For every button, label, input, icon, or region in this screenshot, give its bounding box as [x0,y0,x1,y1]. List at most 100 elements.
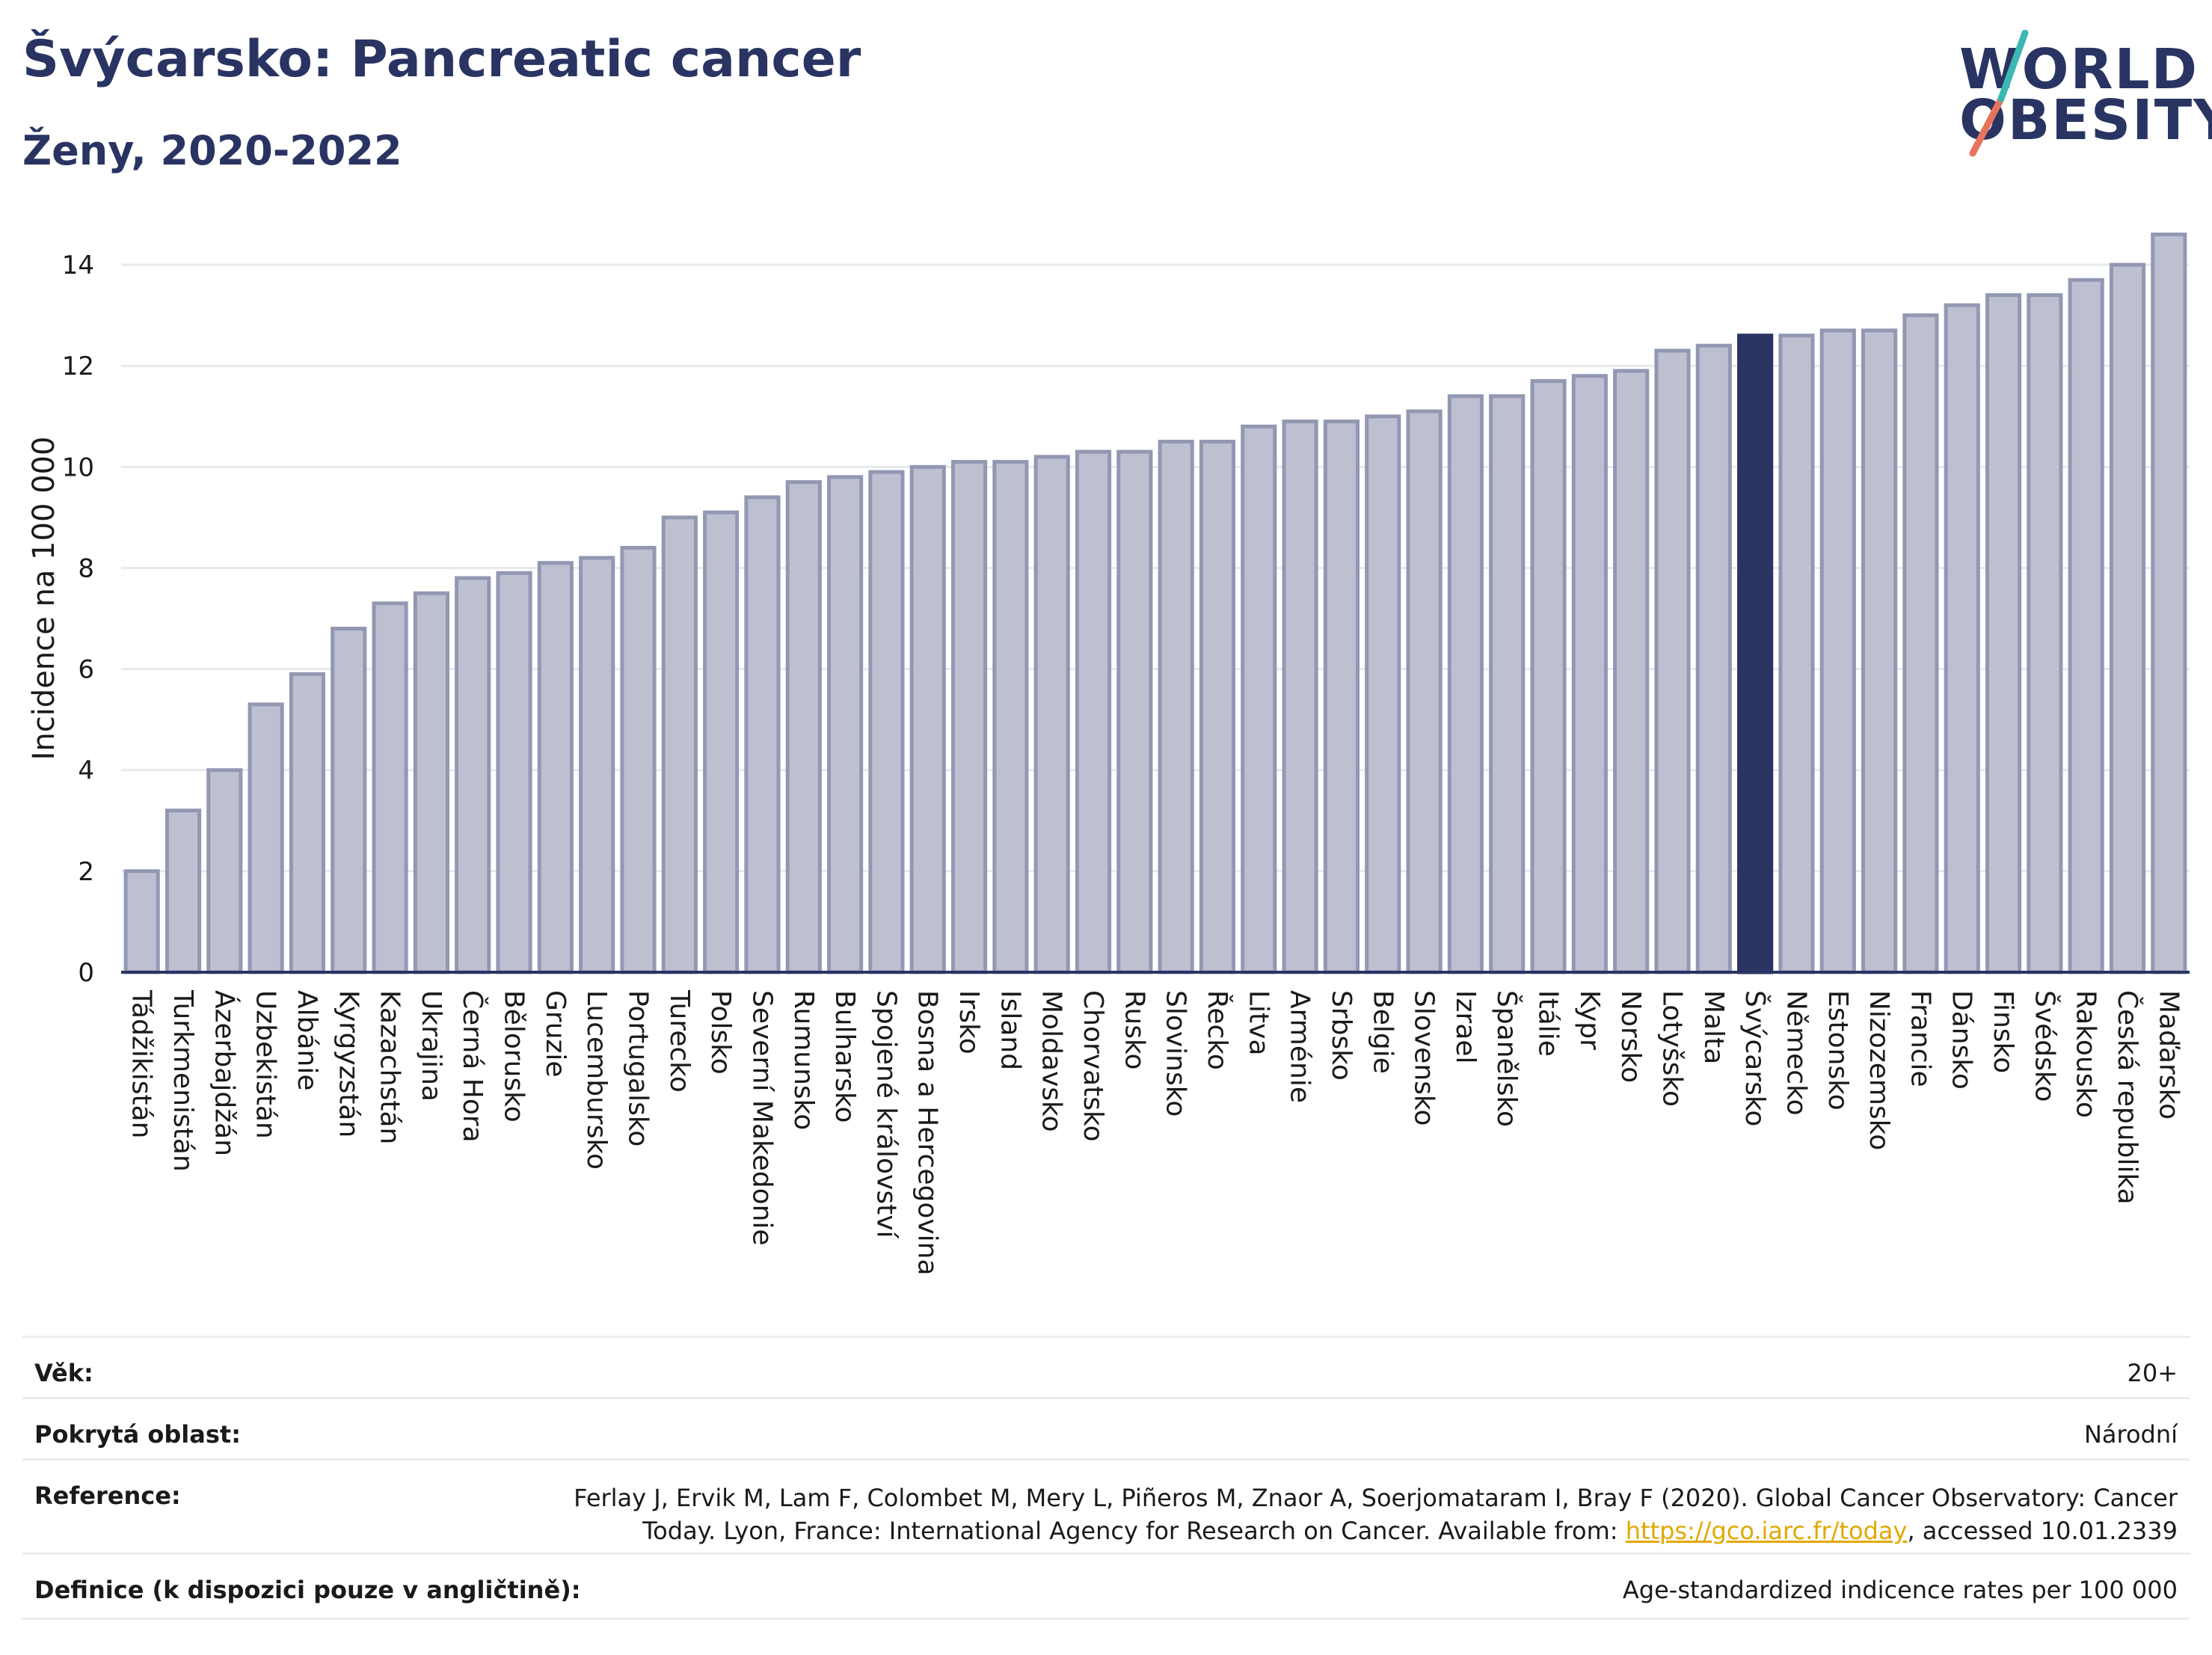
bar [1571,374,1608,974]
bar [1695,343,1732,974]
reference-line-2-accessed: , accessed 10.01.2339 [1907,1517,2178,1545]
x-tick-label: Belgie [1367,990,1398,1074]
bar [744,495,781,974]
bar [123,869,160,974]
bar [1199,440,1236,974]
x-tick-label: Nizozemsko [1864,990,1894,1150]
bar [1033,455,1070,974]
x-tick-label: Dánsko [1947,990,1977,1090]
x-tick-label: Litva [1243,990,1274,1056]
x-tick-label: Turkmenistán [168,989,198,1172]
meta-row-age: Věk: 20+ [22,1336,2190,1399]
bar [1323,420,1360,974]
x-tick-label: Ukrajina [416,990,446,1102]
x-tick-label: Kypr [1574,990,1605,1050]
definition-label: Definice (k dispozici pouze v angličtině… [34,1576,581,1604]
x-tick-label: Uzbekistán [251,990,281,1139]
reference-line-2-text: Today. Lyon, France: International Agenc… [642,1517,1626,1545]
x-tick-label: Slovensko [1409,990,1440,1126]
bar [165,808,202,974]
bar [1613,369,1650,974]
definition-value: Age-standardized indicence rates per 100… [1622,1576,2178,1604]
bar [1489,394,1526,974]
x-tick-label: Bělorusko [499,990,529,1123]
bar [455,576,491,974]
area-label: Pokrytá oblast: [34,1420,241,1449]
x-tick-label: Bosna a Hercegovina [912,990,943,1276]
world-obesity-logo: WORLD OBESITY [1952,30,2212,157]
y-tick-label: 2 [78,857,94,887]
x-tick-label: Řecko [1202,990,1233,1070]
x-tick-label: Rumunsko [788,990,819,1130]
bar [1530,378,1567,974]
y-tick-label: 14 [62,251,94,280]
bar [2109,262,2146,974]
x-tick-label: Irsko [953,990,984,1054]
x-tick-label: Izrael [1450,990,1481,1064]
bar [206,768,243,974]
x-tick-label: Černá Hora [457,990,488,1143]
x-tick-label: Maďarsko [2153,990,2184,1120]
y-tick-label: 0 [78,958,94,988]
bar [413,591,449,974]
meta-row-area: Pokrytá oblast: Národní [22,1397,2190,1461]
x-tick-label: Norsko [1615,990,1646,1083]
x-tick-label: Spojené království [870,990,901,1239]
y-axis-label: Incidence na 100 000 [27,437,61,761]
x-tick-label: Finsko [1988,990,2018,1073]
bar [248,702,284,974]
x-tick-label: Itálie [1533,990,1564,1057]
metadata-table: Věk: 20+ Pokrytá oblast: Národní Referen… [22,1336,2190,1620]
bar [1282,420,1318,974]
page-subtitle: Ženy, 2020-2022 [22,127,402,174]
bar [868,470,905,974]
reference-value: Ferlay J, Ervik M, Lam F, Colombet M, Me… [574,1481,2178,1547]
x-tick-label: Island [995,990,1025,1070]
x-tick-label: Moldavsko [1036,990,1067,1132]
x-tick-label: Lucembursko [581,990,612,1170]
x-tick-label: Tádžikistán [126,989,157,1138]
reference-link[interactable]: https://gco.iarc.fr/today [1625,1517,1908,1545]
bar [1241,424,1277,974]
bar [1902,313,1939,974]
x-tick-label: Francie [1905,990,1935,1087]
y-tick-label: 10 [62,452,94,482]
x-tick-label: Srbsko [1326,990,1357,1081]
x-tick-label: Bulharsko [829,990,860,1123]
x-tick-label: Gruzie [540,990,571,1078]
bar [620,545,657,974]
meta-row-definition: Definice (k dispozici pouze v angličtině… [22,1553,2190,1620]
bar [1819,328,1856,974]
x-tick-label: Chorvatsko [1078,990,1108,1142]
bar [1447,394,1484,974]
bar [331,627,367,974]
page-title: Švýcarsko: Pancreatic cancer [22,30,861,89]
x-tick-label: Lotyšsko [1657,990,1688,1107]
x-tick-label: Turecko [664,989,695,1093]
bar [1116,449,1153,974]
y-tick-label: 6 [78,655,94,685]
x-tick-label: Švýcarsko [1739,990,1771,1126]
bar [2151,233,2187,974]
bar [1861,328,1898,974]
bar [372,601,408,974]
bar [661,515,698,974]
bar [785,480,822,974]
meta-row-reference: Reference: Ferlay J, Ervik M, Lam F, Col… [22,1458,2190,1555]
x-tick-label: Polsko [705,990,736,1075]
x-tick-label: Portugalsko [623,990,654,1146]
x-tick-label: Kyrgyzstán [333,990,363,1137]
bar [1778,334,1815,974]
y-tick-label: 8 [78,553,94,583]
x-tick-label: Slovinsko [1161,990,1191,1117]
bar [1737,334,1774,974]
logo-slash-icon [1969,30,2029,157]
x-tick-label: Rakousko [2071,990,2101,1118]
bar [992,460,1029,974]
y-tick-label: 12 [62,351,94,381]
x-tick-label: Estonsko [1822,990,1853,1111]
bar [579,556,615,974]
x-tick-label: Malta [1698,990,1729,1064]
bar [909,464,946,974]
bar [1075,449,1112,974]
